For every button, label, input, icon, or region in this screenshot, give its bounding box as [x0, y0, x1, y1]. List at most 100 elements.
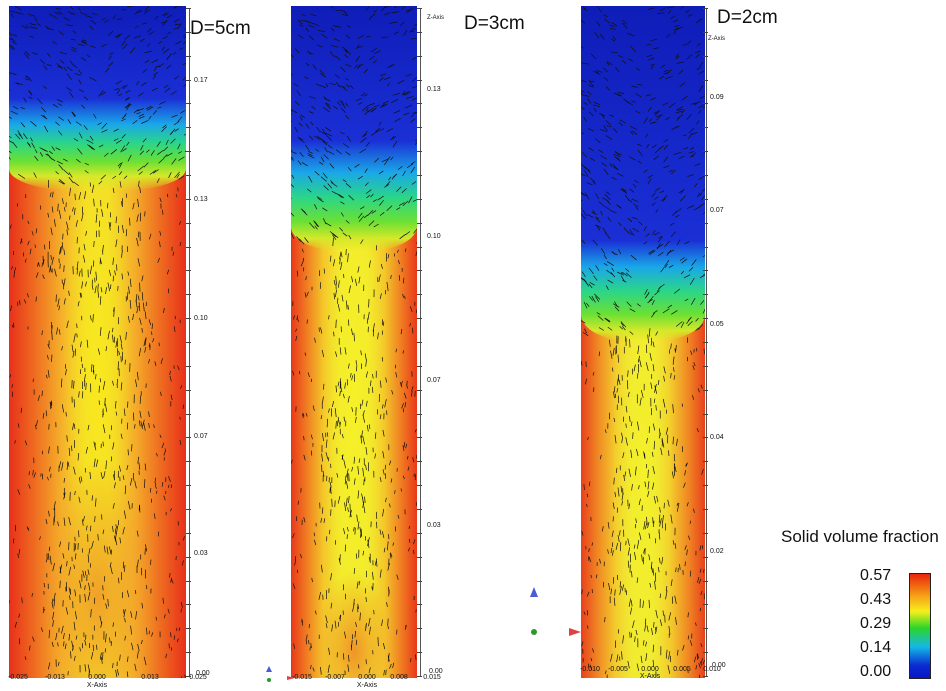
velocity-arrow — [328, 151, 335, 155]
velocity-arrow — [92, 314, 94, 323]
velocity-arrow — [58, 461, 62, 469]
velocity-arrow — [621, 22, 628, 29]
velocity-arrow — [330, 602, 333, 609]
velocity-arrow — [48, 446, 50, 454]
velocity-arrow — [133, 424, 136, 429]
velocity-arrow — [145, 544, 148, 552]
velocity-arrow — [647, 490, 650, 497]
z-axis-tick — [703, 461, 708, 463]
velocity-arrow — [95, 271, 98, 281]
velocity-arrow — [66, 461, 69, 470]
velocity-arrow — [634, 179, 639, 184]
velocity-arrow — [126, 103, 131, 111]
velocity-arrow — [320, 517, 323, 523]
velocity-arrow — [85, 15, 93, 18]
velocity-arrow — [300, 114, 306, 119]
velocity-arrow — [670, 343, 672, 350]
velocity-arrow — [305, 413, 308, 417]
velocity-arrow — [398, 202, 405, 206]
velocity-arrow — [129, 299, 132, 309]
velocity-arrow — [653, 155, 659, 161]
velocity-arrow — [614, 306, 620, 312]
velocity-arrow — [368, 424, 371, 430]
velocity-arrow — [595, 574, 598, 579]
velocity-arrow — [613, 127, 618, 133]
velocity-arrow — [339, 614, 341, 620]
velocity-arrow — [394, 117, 401, 123]
velocity-arrow — [348, 363, 350, 369]
velocity-arrow — [137, 198, 139, 208]
velocity-arrow — [101, 129, 108, 133]
velocity-arrow — [662, 308, 670, 314]
velocity-arrow — [308, 96, 316, 99]
velocity-arrow — [68, 215, 71, 220]
velocity-arrow — [117, 162, 122, 167]
velocity-arrow — [603, 125, 608, 131]
velocity-arrow — [388, 460, 392, 466]
velocity-arrow — [35, 420, 38, 426]
velocity-arrow — [162, 124, 167, 129]
velocity-arrow — [108, 62, 114, 67]
velocity-arrow — [408, 525, 411, 529]
velocity-arrow — [305, 144, 310, 151]
velocity-arrow — [149, 487, 152, 493]
velocity-arrow — [323, 518, 326, 523]
velocity-arrow — [382, 429, 385, 437]
velocity-arrow — [146, 149, 150, 153]
velocity-arrow — [344, 54, 349, 59]
velocity-arrow — [377, 637, 379, 647]
velocity-arrow — [172, 251, 175, 256]
velocity-arrow — [625, 540, 627, 546]
velocity-arrow — [702, 308, 705, 314]
velocity-arrow — [136, 305, 139, 314]
velocity-arrow — [688, 267, 694, 272]
velocity-arrow — [291, 110, 293, 112]
velocity-arrow — [375, 127, 381, 132]
contour-field-d5 — [9, 6, 186, 678]
velocity-arrow — [653, 47, 659, 50]
velocity-arrow — [348, 473, 350, 482]
velocity-arrow — [98, 385, 100, 393]
velocity-arrow — [648, 249, 655, 254]
velocity-arrow — [138, 302, 141, 312]
velocity-arrow — [99, 296, 102, 305]
velocity-arrow — [322, 396, 324, 403]
velocity-arrow — [648, 533, 651, 539]
velocity-arrow — [332, 237, 334, 247]
velocity-arrow — [99, 615, 103, 624]
velocity-arrow — [311, 105, 316, 110]
velocity-arrow — [389, 63, 395, 67]
velocity-arrow — [366, 424, 369, 432]
velocity-arrow — [333, 292, 336, 300]
velocity-arrow — [59, 51, 68, 55]
velocity-arrow — [58, 130, 63, 136]
velocity-arrow — [683, 482, 686, 488]
velocity-arrow — [360, 350, 362, 356]
velocity-arrow — [126, 465, 129, 471]
velocity-arrow — [325, 615, 328, 623]
velocity-arrow — [51, 206, 54, 213]
velocity-arrow — [308, 111, 314, 114]
velocity-arrow — [388, 176, 392, 181]
velocity-arrow — [581, 271, 586, 277]
velocity-arrow — [15, 133, 21, 140]
velocity-arrow — [330, 44, 339, 48]
velocity-arrow — [109, 637, 111, 644]
velocity-arrow — [139, 150, 145, 156]
velocity-arrow — [675, 567, 677, 573]
velocity-arrow — [27, 293, 29, 298]
velocity-arrow — [335, 81, 341, 88]
velocity-arrow — [345, 102, 349, 107]
velocity-arrow — [648, 328, 651, 337]
velocity-arrow — [619, 325, 624, 330]
velocity-arrow — [396, 207, 401, 211]
velocity-arrow — [619, 581, 622, 588]
velocity-arrow — [606, 261, 614, 266]
velocity-arrow — [91, 284, 94, 290]
velocity-arrow — [649, 97, 656, 101]
velocity-arrow — [320, 327, 323, 334]
x-axis-title: X-Axis — [639, 673, 661, 680]
velocity-arrow — [368, 220, 375, 226]
velocity-arrow — [64, 643, 67, 650]
velocity-arrow — [642, 600, 645, 608]
